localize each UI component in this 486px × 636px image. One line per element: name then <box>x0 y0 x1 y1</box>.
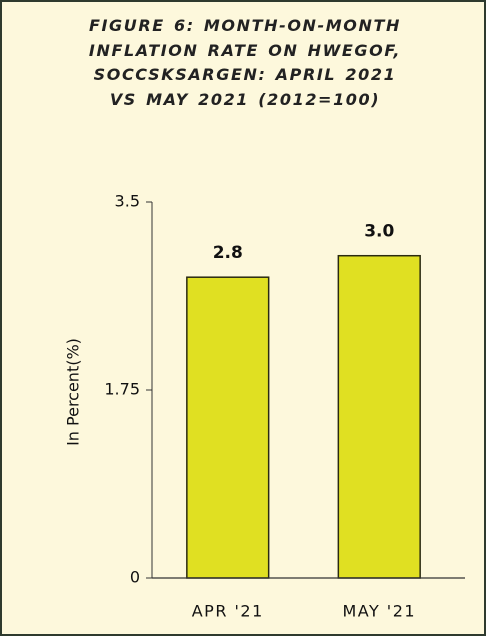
value-label: 3.0 <box>364 222 394 242</box>
y-tick-label: 0 <box>130 568 140 587</box>
bar <box>186 276 270 579</box>
x-tick-label: APR '21 <box>192 602 264 621</box>
value-label: 2.8 <box>213 243 243 263</box>
bar <box>337 254 421 579</box>
y-tick-label: 1.75 <box>104 380 140 399</box>
y-tick-label: 3.5 <box>115 192 140 211</box>
y-axis-label: In Percent(%) <box>64 338 83 446</box>
chart-title: FIGURE 6: MONTH-ON-MONTH INFLATION RATE … <box>88 16 402 109</box>
x-tick-label: MAY '21 <box>342 602 416 621</box>
